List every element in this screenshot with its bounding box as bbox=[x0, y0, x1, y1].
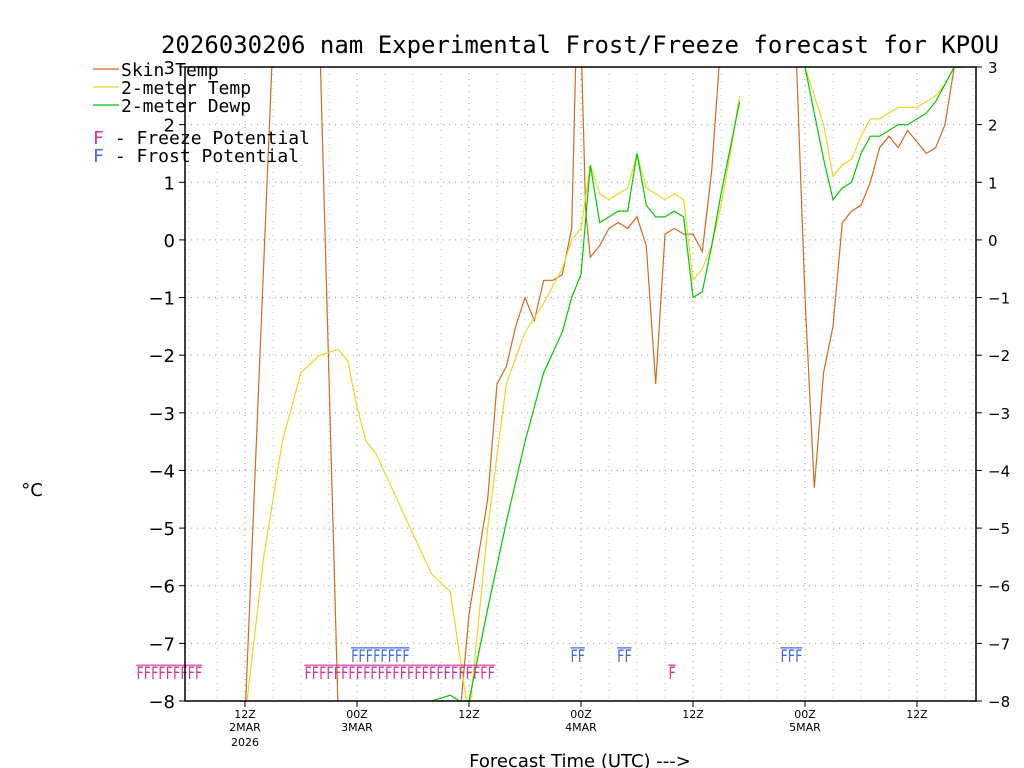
frost-potential-marks: FFFFFFFF bbox=[351, 647, 410, 667]
legend-item-frost-potential: F - Frost Potential bbox=[93, 146, 299, 167]
freeze-potential-marks: F bbox=[668, 664, 675, 684]
x-tick-label-time: 12Z bbox=[458, 708, 480, 721]
series-line-skin-temp bbox=[245, 67, 720, 701]
x-tick-label-time: 00Z bbox=[570, 708, 592, 721]
frost-potential-marks: FFF bbox=[780, 647, 802, 667]
x-tick-label-time: 12Z bbox=[234, 708, 256, 721]
series-line-2-meter-dewp bbox=[430, 101, 741, 701]
frost-potential-marks: FF bbox=[617, 647, 632, 667]
y-tick-label-right: 2 bbox=[988, 117, 998, 135]
y-tick-label-right: −3 bbox=[988, 405, 1010, 423]
series-line-2-meter-dewp-5mar- bbox=[804, 67, 964, 201]
y-tick-label-left: −2 bbox=[148, 346, 175, 367]
y-tick-label-left: 1 bbox=[164, 173, 175, 194]
y-tick-label-left: −1 bbox=[148, 289, 175, 310]
y-tick-label-left: −4 bbox=[148, 461, 175, 482]
frost-freeze-marks: FFFFFFFFF FFFFFFFFFFFFFFFFFFFFFFFFFF FFFFF… bbox=[136, 647, 802, 684]
x-tick-label-year: 2026 bbox=[231, 736, 259, 749]
y-tick-label-left: −8 bbox=[148, 692, 175, 713]
legend-label-2m-dewp: 2-meter Dewp bbox=[121, 96, 251, 117]
y-tick-label-left: −7 bbox=[148, 634, 175, 655]
legend-item-2m-dewp: 2-meter Dewp bbox=[93, 96, 251, 117]
y-tick-label-left: 0 bbox=[164, 231, 175, 252]
y-tick-label-right: 1 bbox=[988, 174, 998, 192]
legend-label-skin-temp: Skin Temp bbox=[121, 60, 219, 81]
y-tick-label-right: 0 bbox=[988, 232, 998, 250]
series-line-2-meter-temp-5mar- bbox=[804, 67, 964, 178]
x-tick-label-time: 00Z bbox=[794, 708, 816, 721]
x-tick-label-time: 12Z bbox=[906, 708, 928, 721]
x-tick-label-time: 00Z bbox=[346, 708, 368, 721]
y-tick-label-left: −5 bbox=[148, 519, 175, 540]
y-tick-label-left: −6 bbox=[148, 577, 175, 598]
y-tick-label-right: −6 bbox=[988, 578, 1010, 596]
y-tick-label-right: −1 bbox=[988, 290, 1010, 308]
x-tick-label-date: 5MAR bbox=[789, 721, 821, 734]
x-tick-label-date: 3MAR bbox=[341, 721, 373, 734]
series-line-skin-temp-5mar- bbox=[796, 67, 964, 488]
series-line-2-meter-temp bbox=[246, 95, 741, 701]
y-tick-label-left: 2 bbox=[164, 116, 175, 137]
x-axis-label: Forecast Time (UTC) ---> bbox=[469, 751, 691, 768]
frost-potential-marks: FF bbox=[570, 647, 585, 667]
legend-frost-letter: F bbox=[93, 146, 104, 167]
legend-item-2m-temp: 2-meter Temp bbox=[93, 78, 251, 99]
legend: Skin Temp 2-meter Temp 2-meter Dewp F - … bbox=[93, 60, 310, 167]
grid-lines bbox=[185, 67, 976, 701]
legend-item-skin-temp: Skin Temp bbox=[93, 60, 219, 81]
freeze-potential-marks: FFFFFFFFF bbox=[136, 664, 202, 684]
y-axis-ticks: 3 3 2 2 1 1 0 0 −1 −1 −2 −2 −3 −3 −4 −4 −5 −5 −6 −6 −7 −7 −8 −8 bbox=[148, 58, 1010, 713]
legend-label-2m-temp: 2-meter Temp bbox=[121, 78, 251, 99]
y-axis-label: °C bbox=[21, 480, 43, 501]
y-tick-label-left: −3 bbox=[148, 404, 175, 425]
y-tick-label-right: −5 bbox=[988, 520, 1010, 538]
freeze-potential-marks: FFFFFFFFFFFFFFFFFFFFFFFFFF bbox=[304, 664, 495, 684]
x-tick-label-date: 2MAR bbox=[229, 721, 261, 734]
y-tick-label-right: −8 bbox=[988, 693, 1010, 711]
y-tick-label-right: 3 bbox=[988, 59, 998, 77]
y-tick-label-right: −2 bbox=[988, 347, 1010, 365]
legend-item-freeze-potential: F - Freeze Potential bbox=[93, 128, 310, 149]
y-tick-label-left: 3 bbox=[164, 58, 175, 79]
legend-freeze-text: - Freeze Potential bbox=[104, 128, 310, 149]
legend-frost-text: - Frost Potential bbox=[104, 146, 299, 167]
legend-freeze-letter: F bbox=[93, 128, 104, 149]
y-tick-label-right: −4 bbox=[988, 462, 1010, 480]
series-lines bbox=[245, 67, 964, 701]
y-tick-label-right: −7 bbox=[988, 635, 1010, 653]
chart-title: 2026030206 nam Experimental Frost/Freeze… bbox=[161, 31, 999, 59]
x-tick-label-date: 4MAR bbox=[565, 721, 597, 734]
x-tick-label-time: 12Z bbox=[682, 708, 704, 721]
